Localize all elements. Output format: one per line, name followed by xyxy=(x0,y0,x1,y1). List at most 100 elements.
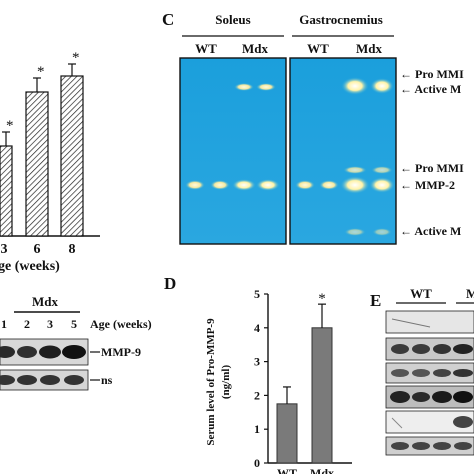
panel-c-band-gas-promm9-mdx1 xyxy=(341,77,369,95)
panel-e-blot-6-band-4 xyxy=(454,442,472,450)
panel-e-blot-1-smear xyxy=(391,318,431,328)
panel-d-ytick-label-2: 2 xyxy=(254,388,260,402)
panel-a: * * * 3 6 8 ge (weeks) xyxy=(0,50,100,274)
panel-d: D Serum level of Pro-MMP-9 (ng/ml) 0 1 2 3 4… xyxy=(164,274,352,474)
panel-c-band-gas-activemm2-mdx1 xyxy=(344,228,366,236)
panel-e-blot-1 xyxy=(385,310,474,334)
panel-c-label-active-mmp2: ← Active M xyxy=(400,224,461,238)
panel-c-tissue-soleus: Soleus xyxy=(215,12,250,27)
panel-c: C Soleus Gastrocnemius WT Mdx WT Mdx xyxy=(162,10,464,245)
panel-d-ytick-label-1: 1 xyxy=(254,422,260,436)
panel-a-tick-3: 3 xyxy=(1,242,8,257)
panel-c-tissue-gastrocnemius: Gastrocnemius xyxy=(299,12,383,27)
panel-e-blot-4-band-3 xyxy=(432,391,452,403)
panel-e-blot-4-band-2 xyxy=(412,392,430,402)
panel-b-band-mmp9-2 xyxy=(17,346,37,358)
panel-e-blot-5 xyxy=(385,410,474,434)
panel-d-ytick-label-4: 4 xyxy=(254,321,260,335)
panel-c-band-gas-promm2-mdx2 xyxy=(371,166,393,174)
panel-b-band-ns-2 xyxy=(17,375,37,385)
panel-c-band-gas-promm2-mdx1 xyxy=(343,166,367,174)
panel-d-ylabel-line2: (ng/ml) xyxy=(220,365,232,400)
panel-c-band-gas-mmp2-mdx1 xyxy=(340,176,370,194)
panel-e-blot-4-band-4 xyxy=(453,391,473,403)
panel-c-soleus-mdx: Mdx xyxy=(242,41,269,56)
panel-e-blot-5-smear xyxy=(391,417,403,429)
panel-d-ytick-label-3: 3 xyxy=(254,355,260,369)
panel-c-band-sol-mmp2-wt1 xyxy=(185,180,205,190)
panel-c-band-sol-mmp2-mdx2 xyxy=(256,179,280,191)
panel-e-blot-3-band-4 xyxy=(453,369,473,377)
panel-b-band-mmp9-3 xyxy=(39,345,61,359)
panel-b-band-mmp9-1 xyxy=(0,346,15,358)
panel-e-group-m: M xyxy=(466,286,474,301)
panel-e-blot-2-band-2 xyxy=(412,344,430,354)
panel-d-star: * xyxy=(318,291,326,307)
panel-b-group-label: Mdx xyxy=(32,294,59,309)
panel-b-lane-2: 2 xyxy=(24,317,30,331)
panel-d-marks-group: WT Mdx xyxy=(276,303,334,474)
panel-c-band-sol-mmp2-wt2 xyxy=(210,180,230,190)
panel-d-letter: D xyxy=(164,274,176,293)
panel-b-band-ns-5 xyxy=(64,375,84,385)
panel-c-letter: C xyxy=(162,10,174,29)
panel-c-band-sol-promm9-mdx1 xyxy=(234,83,254,91)
panel-d-bar-mdx xyxy=(311,327,333,464)
panel-e-group-wt: WT xyxy=(410,286,432,301)
panel-c-label-active-mmp9: ← Active M xyxy=(400,82,461,96)
panel-d-xtick-label-wt: WT xyxy=(277,466,297,474)
panel-a-star-8: * xyxy=(72,50,80,66)
panel-e-blot-6-band-3 xyxy=(433,442,451,450)
panel-d-xtick-label-mdx: Mdx xyxy=(310,466,334,474)
panel-b-lane-1: 1 xyxy=(1,317,7,331)
panel-a-tick-6: 6 xyxy=(34,242,41,257)
panel-e-blot-3-band-1 xyxy=(391,369,409,377)
panel-c-label-pro-mmp2: ← Pro MMI xyxy=(400,161,464,175)
panel-b: Mdx 1 2 3 5 Age (weeks) MMP-9 ns xyxy=(0,294,152,391)
panel-d-ytick-label-5: 5 xyxy=(254,287,260,301)
panel-d-ylabel-line1: Serum level of Pro-MMP-9 xyxy=(205,318,217,446)
panel-c-gastro-mdx: Mdx xyxy=(356,41,383,56)
panel-c-soleus-wt: WT xyxy=(195,41,217,56)
panel-b-band-mmp9-5 xyxy=(62,345,86,359)
panel-c-band-sol-mmp2-mdx1 xyxy=(232,179,256,191)
panel-b-label-mmp9: MMP-9 xyxy=(101,345,141,359)
panel-d-bar-wt xyxy=(276,403,298,464)
panel-e-blot-2-band-4 xyxy=(453,344,473,354)
panel-e-blot-2-band-1 xyxy=(391,344,409,354)
panel-b-label-ns: ns xyxy=(101,373,113,387)
panel-c-band-sol-promm9-mdx2 xyxy=(256,83,276,91)
panel-c-band-gas-mmp2-wt2 xyxy=(319,180,339,190)
panel-e: E WT M xyxy=(370,286,474,456)
panel-e-blot-6-band-1 xyxy=(391,442,409,450)
panel-c-band-gas-mmp2-wt1 xyxy=(295,180,315,190)
panel-a-star-3: * xyxy=(6,118,14,134)
panel-b-age-label: Age (weeks) xyxy=(90,317,152,331)
panel-e-blot-5-band-4 xyxy=(453,416,473,428)
panel-a-star-6: * xyxy=(37,64,45,80)
panel-e-blot-2-band-3 xyxy=(433,344,451,354)
panel-b-lane-5: 5 xyxy=(71,317,77,331)
panel-a-x-label: ge (weeks) xyxy=(0,259,60,274)
panel-d-ytick-label-0: 0 xyxy=(254,456,260,470)
panel-c-label-mmp2: ← MMP-2 xyxy=(400,178,455,192)
panel-e-blot-4-band-1 xyxy=(390,391,410,403)
panel-c-band-gas-mmp2-mdx2 xyxy=(369,177,395,193)
panel-b-band-ns-1 xyxy=(0,375,15,385)
panel-e-blot-3-band-3 xyxy=(433,369,451,377)
panel-d-axis-group: 0 1 2 3 4 5 xyxy=(254,287,352,470)
panel-b-band-ns-3 xyxy=(40,375,60,385)
panel-c-band-gas-activemm2-mdx2 xyxy=(372,228,392,236)
panel-a-bar-8 xyxy=(60,75,84,237)
panel-e-letter: E xyxy=(370,291,381,310)
panel-b-lane-3: 3 xyxy=(47,317,53,331)
panel-e-blot-6-band-2 xyxy=(412,442,430,450)
panel-e-blot-3-band-2 xyxy=(412,369,430,377)
panel-a-tick-8: 8 xyxy=(69,242,76,257)
panel-a-bar-3 xyxy=(0,145,13,237)
panel-c-gastro-wt: WT xyxy=(307,41,329,56)
panel-c-band-gas-promm9-mdx2 xyxy=(370,78,394,94)
panel-a-bar-6 xyxy=(25,91,49,237)
panel-c-label-pro-mmp9: ← Pro MMI xyxy=(400,67,464,81)
